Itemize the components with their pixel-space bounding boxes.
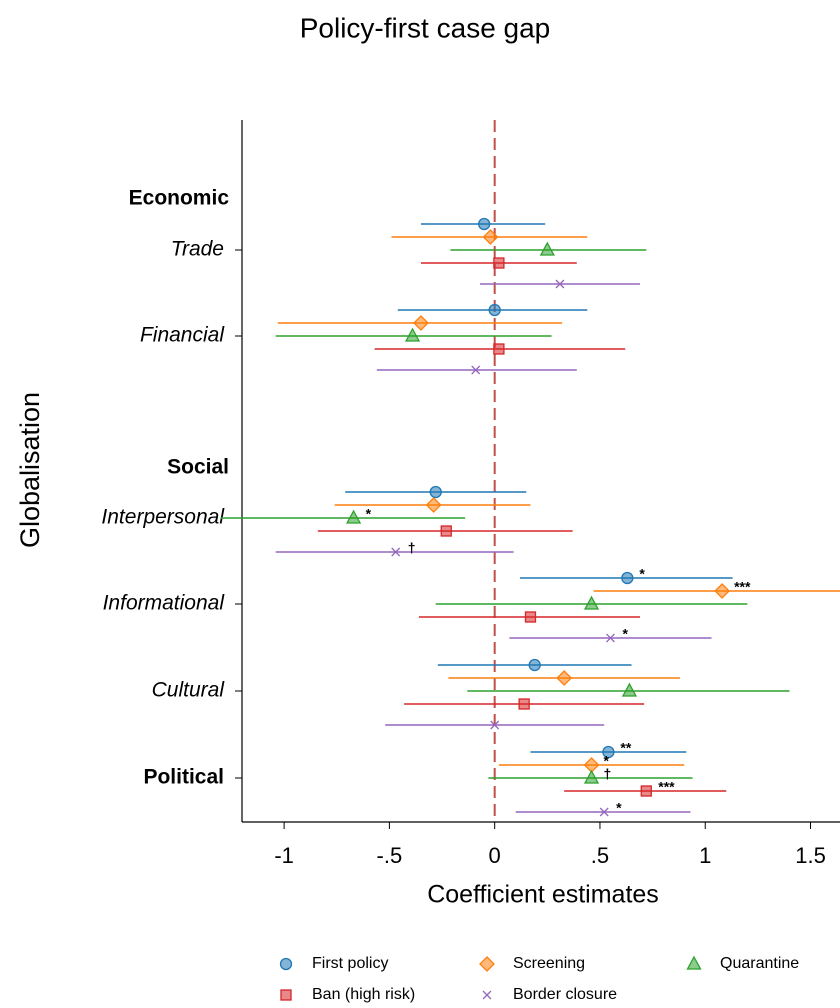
x-tick-label: -.5 [377, 843, 403, 868]
significance-label: * [604, 753, 610, 769]
legend-marker [482, 990, 492, 1000]
legend-marker [280, 989, 292, 1001]
point [518, 698, 530, 710]
point [404, 327, 421, 342]
point [621, 571, 634, 585]
point [556, 670, 573, 686]
point [602, 745, 615, 759]
x-tick-label: 1 [699, 843, 711, 868]
x-axis-label: Coefficient estimates [427, 881, 659, 909]
legend-marker [279, 957, 293, 971]
x-tick-label: .5 [591, 843, 609, 868]
significance-label: ** [620, 740, 631, 756]
point [493, 343, 505, 355]
point [425, 497, 442, 513]
legend-label: Quarantine [720, 955, 799, 972]
point [714, 583, 731, 599]
legend-label: Border closure [513, 986, 617, 1003]
significance-label: *** [734, 579, 751, 595]
legend-label: Ban (high risk) [312, 986, 415, 1003]
point [429, 485, 442, 499]
point [599, 807, 609, 817]
point [482, 229, 499, 245]
category-label: Financial [140, 324, 225, 347]
point [493, 257, 505, 269]
significance-label: † [408, 540, 416, 556]
group-heading: Economic [129, 187, 230, 210]
category-label: Cultural [152, 679, 226, 702]
significance-label: * [639, 566, 645, 582]
point [555, 279, 565, 289]
category-label: Informational [103, 592, 226, 615]
point [488, 303, 501, 317]
point [621, 682, 638, 697]
plot-area [220, 217, 840, 817]
significance-label: † [604, 766, 612, 782]
x-tick-label: 0 [489, 843, 501, 868]
chart-title: Policy-first case gap [300, 12, 551, 43]
point [539, 241, 555, 256]
point [606, 633, 615, 643]
point [583, 769, 600, 784]
legend-marker [479, 956, 495, 972]
point [413, 315, 429, 331]
significance-label: * [366, 506, 372, 522]
point [490, 720, 500, 730]
point [640, 785, 652, 797]
significance-label: * [616, 800, 622, 816]
point [477, 217, 491, 231]
x-tick-label: -1 [274, 843, 294, 868]
point [391, 547, 401, 557]
point [524, 611, 537, 623]
category-label: Interpersonal [101, 506, 225, 529]
significance-label: *** [658, 779, 675, 795]
legend-label: First policy [312, 955, 388, 972]
point [440, 525, 452, 537]
y-axis-label: Globalisation [15, 392, 45, 548]
significance-label: * [622, 626, 628, 642]
point [528, 658, 541, 672]
legend-marker [686, 955, 702, 970]
category-label: Political [143, 766, 224, 789]
point [346, 509, 362, 524]
x-tick-label: 1.5 [795, 843, 826, 868]
group-heading: Social [167, 456, 229, 479]
category-label: Trade [171, 238, 224, 261]
point [471, 365, 481, 375]
point [583, 595, 600, 610]
legend-label: Screening [513, 955, 585, 972]
